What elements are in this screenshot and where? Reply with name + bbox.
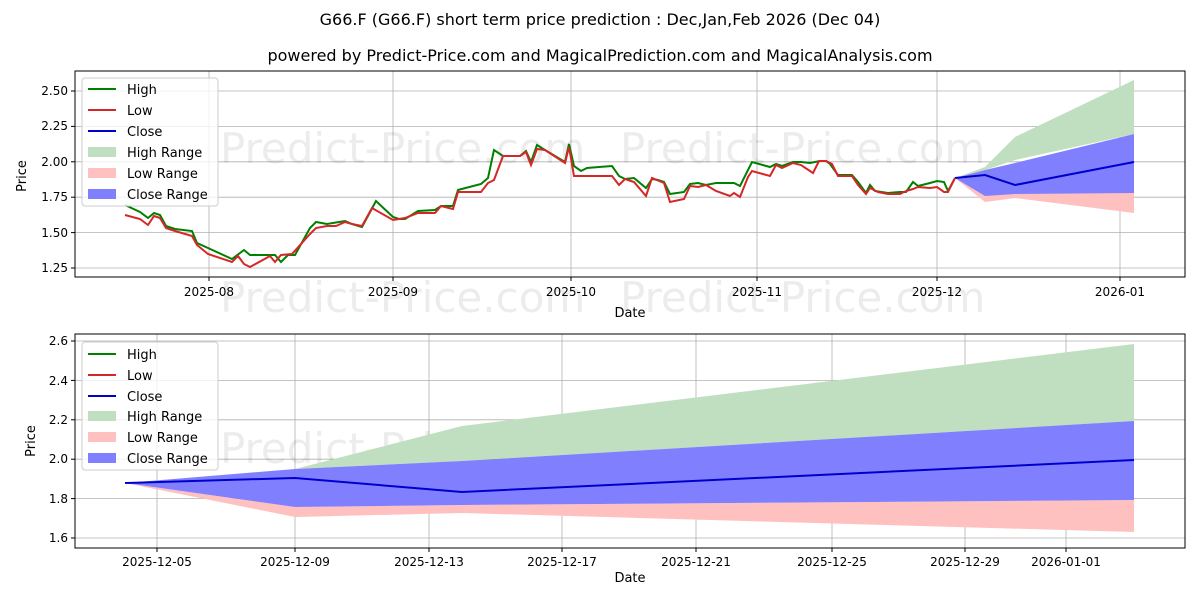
legend-low: Low xyxy=(127,104,153,119)
x-tick: 2025-08 xyxy=(184,285,234,299)
x-axis-label: Date xyxy=(614,571,645,586)
legend-high-range: High Range xyxy=(127,146,202,161)
y-tick: 2.25 xyxy=(41,119,68,133)
legend-low: Low xyxy=(127,369,153,384)
chart-subtitle: powered by Predict-Price.com and Magical… xyxy=(267,46,933,65)
legend-low-range: Low Range xyxy=(127,167,198,182)
y-axis-label: Price xyxy=(15,160,30,192)
legend-close: Close xyxy=(127,390,162,405)
legend-close-range: Close Range xyxy=(127,452,208,467)
watermark: Predict-Price.com xyxy=(220,273,585,322)
legend-low-range-swatch xyxy=(88,168,116,178)
legend-close-range-swatch xyxy=(88,453,116,463)
x-tick: 2025-12-29 xyxy=(930,555,1000,569)
watermark: Predict-Price.com xyxy=(620,124,985,173)
legend-close-range-swatch xyxy=(88,189,116,199)
top-legend: High Low Close High Range Low Range Clos… xyxy=(81,77,219,207)
y-tick: 1.8 xyxy=(49,492,68,506)
x-tick: 2025-12-17 xyxy=(527,555,597,569)
y-tick: 2.6 xyxy=(49,334,68,348)
legend-low-range-swatch xyxy=(88,432,116,442)
x-tick: 2025-12 xyxy=(912,285,962,299)
y-tick: 1.6 xyxy=(49,531,68,545)
x-tick: 2025-09 xyxy=(368,285,418,299)
y-tick: 2.50 xyxy=(41,84,68,98)
bottom-chart: Predict-Price.com Predict-Price.com 1.6 … xyxy=(24,333,1186,586)
x-tick: 2025-12-25 xyxy=(797,555,867,569)
top-low-line xyxy=(124,146,956,269)
x-tick: 2025-12-13 xyxy=(394,555,464,569)
legend-high: High xyxy=(127,83,157,98)
legend-low-range: Low Range xyxy=(127,431,198,446)
y-tick: 1.50 xyxy=(41,226,68,240)
x-tick: 2025-12-05 xyxy=(122,555,192,569)
x-tick: 2025-10 xyxy=(546,285,596,299)
legend-high: High xyxy=(127,348,157,363)
x-tick: 2026-01-01 xyxy=(1031,555,1101,569)
top-axes-frame xyxy=(74,70,1186,278)
y-tick: 1.25 xyxy=(41,261,68,275)
legend-close-range: Close Range xyxy=(127,188,208,203)
top-close-line xyxy=(954,161,1135,187)
x-tick: 2026-01 xyxy=(1095,285,1145,299)
x-tick: 2025-12-21 xyxy=(661,555,731,569)
x-tick: 2025-12-09 xyxy=(260,555,330,569)
x-axis-label: Date xyxy=(614,306,645,321)
top-high-range-area xyxy=(955,80,1134,178)
bottom-axes-frame xyxy=(74,333,1186,549)
legend-close: Close xyxy=(127,125,162,140)
y-tick: 1.75 xyxy=(41,190,68,204)
top-chart: Predict-Price.com Predict-Price.com Pred… xyxy=(15,70,1186,322)
y-tick: 2.0 xyxy=(49,452,68,466)
bottom-close-line xyxy=(124,459,1135,494)
x-tick: 2025-11 xyxy=(732,285,782,299)
legend-high-range-swatch xyxy=(88,147,116,157)
bottom-high-range-area xyxy=(125,344,1134,483)
legend-high-range-swatch xyxy=(88,411,116,421)
bottom-legend: High Low Close High Range Low Range Clos… xyxy=(81,341,219,471)
y-axis-label: Price xyxy=(24,425,39,457)
watermark: Predict-Price.com xyxy=(220,124,585,173)
bottom-low-range-area xyxy=(125,483,1134,532)
y-tick: 2.4 xyxy=(49,374,68,388)
chart-title: G66.F (G66.F) short term price predictio… xyxy=(319,10,881,29)
legend-high-range: High Range xyxy=(127,410,202,425)
y-tick: 2.2 xyxy=(49,413,68,427)
watermark: Predict-Price.com xyxy=(620,273,985,322)
top-low-range-area xyxy=(955,178,1134,213)
y-tick: 2.00 xyxy=(41,155,68,169)
